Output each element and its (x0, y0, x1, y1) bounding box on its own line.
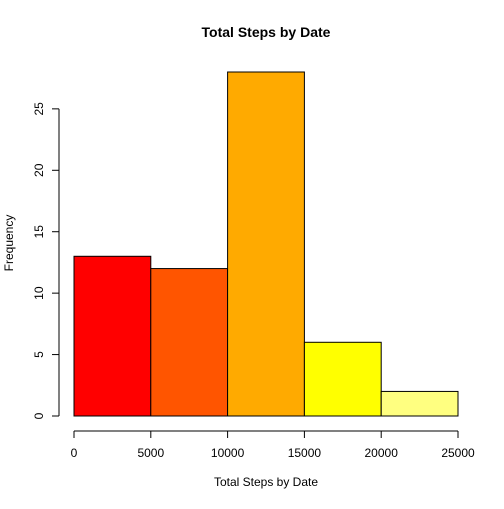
y-axis-label: Frequency (2, 215, 16, 272)
x-tick-label: 5000 (137, 446, 164, 460)
histogram-bar-3 (227, 71, 305, 417)
bars-layer (73, 71, 459, 417)
chart-title: Total Steps by Date (202, 24, 331, 40)
x-axis: 0 5000 10000 15000 20000 25000 (71, 430, 475, 460)
histogram-bar-4 (303, 341, 382, 417)
histogram-bar-1 (73, 255, 152, 417)
histogram-bar-5 (380, 390, 459, 417)
histogram-bar-2 (150, 268, 229, 417)
x-tick-label: 15000 (288, 446, 322, 460)
y-tick-label: 25 (32, 102, 46, 116)
x-axis-label: Total Steps by Date (214, 475, 318, 489)
y-tick-label: 20 (32, 163, 46, 177)
y-axis: 0 5 10 15 20 25 (32, 102, 60, 419)
x-tick-label: 10000 (211, 446, 245, 460)
y-tick-label: 5 (32, 351, 46, 358)
x-tick-label: 25000 (441, 446, 475, 460)
x-tick-label: 20000 (365, 446, 399, 460)
y-tick-label: 15 (32, 225, 46, 239)
x-tick-label: 0 (71, 446, 78, 460)
y-tick-label: 0 (32, 412, 46, 419)
y-tick-label: 10 (32, 286, 46, 300)
